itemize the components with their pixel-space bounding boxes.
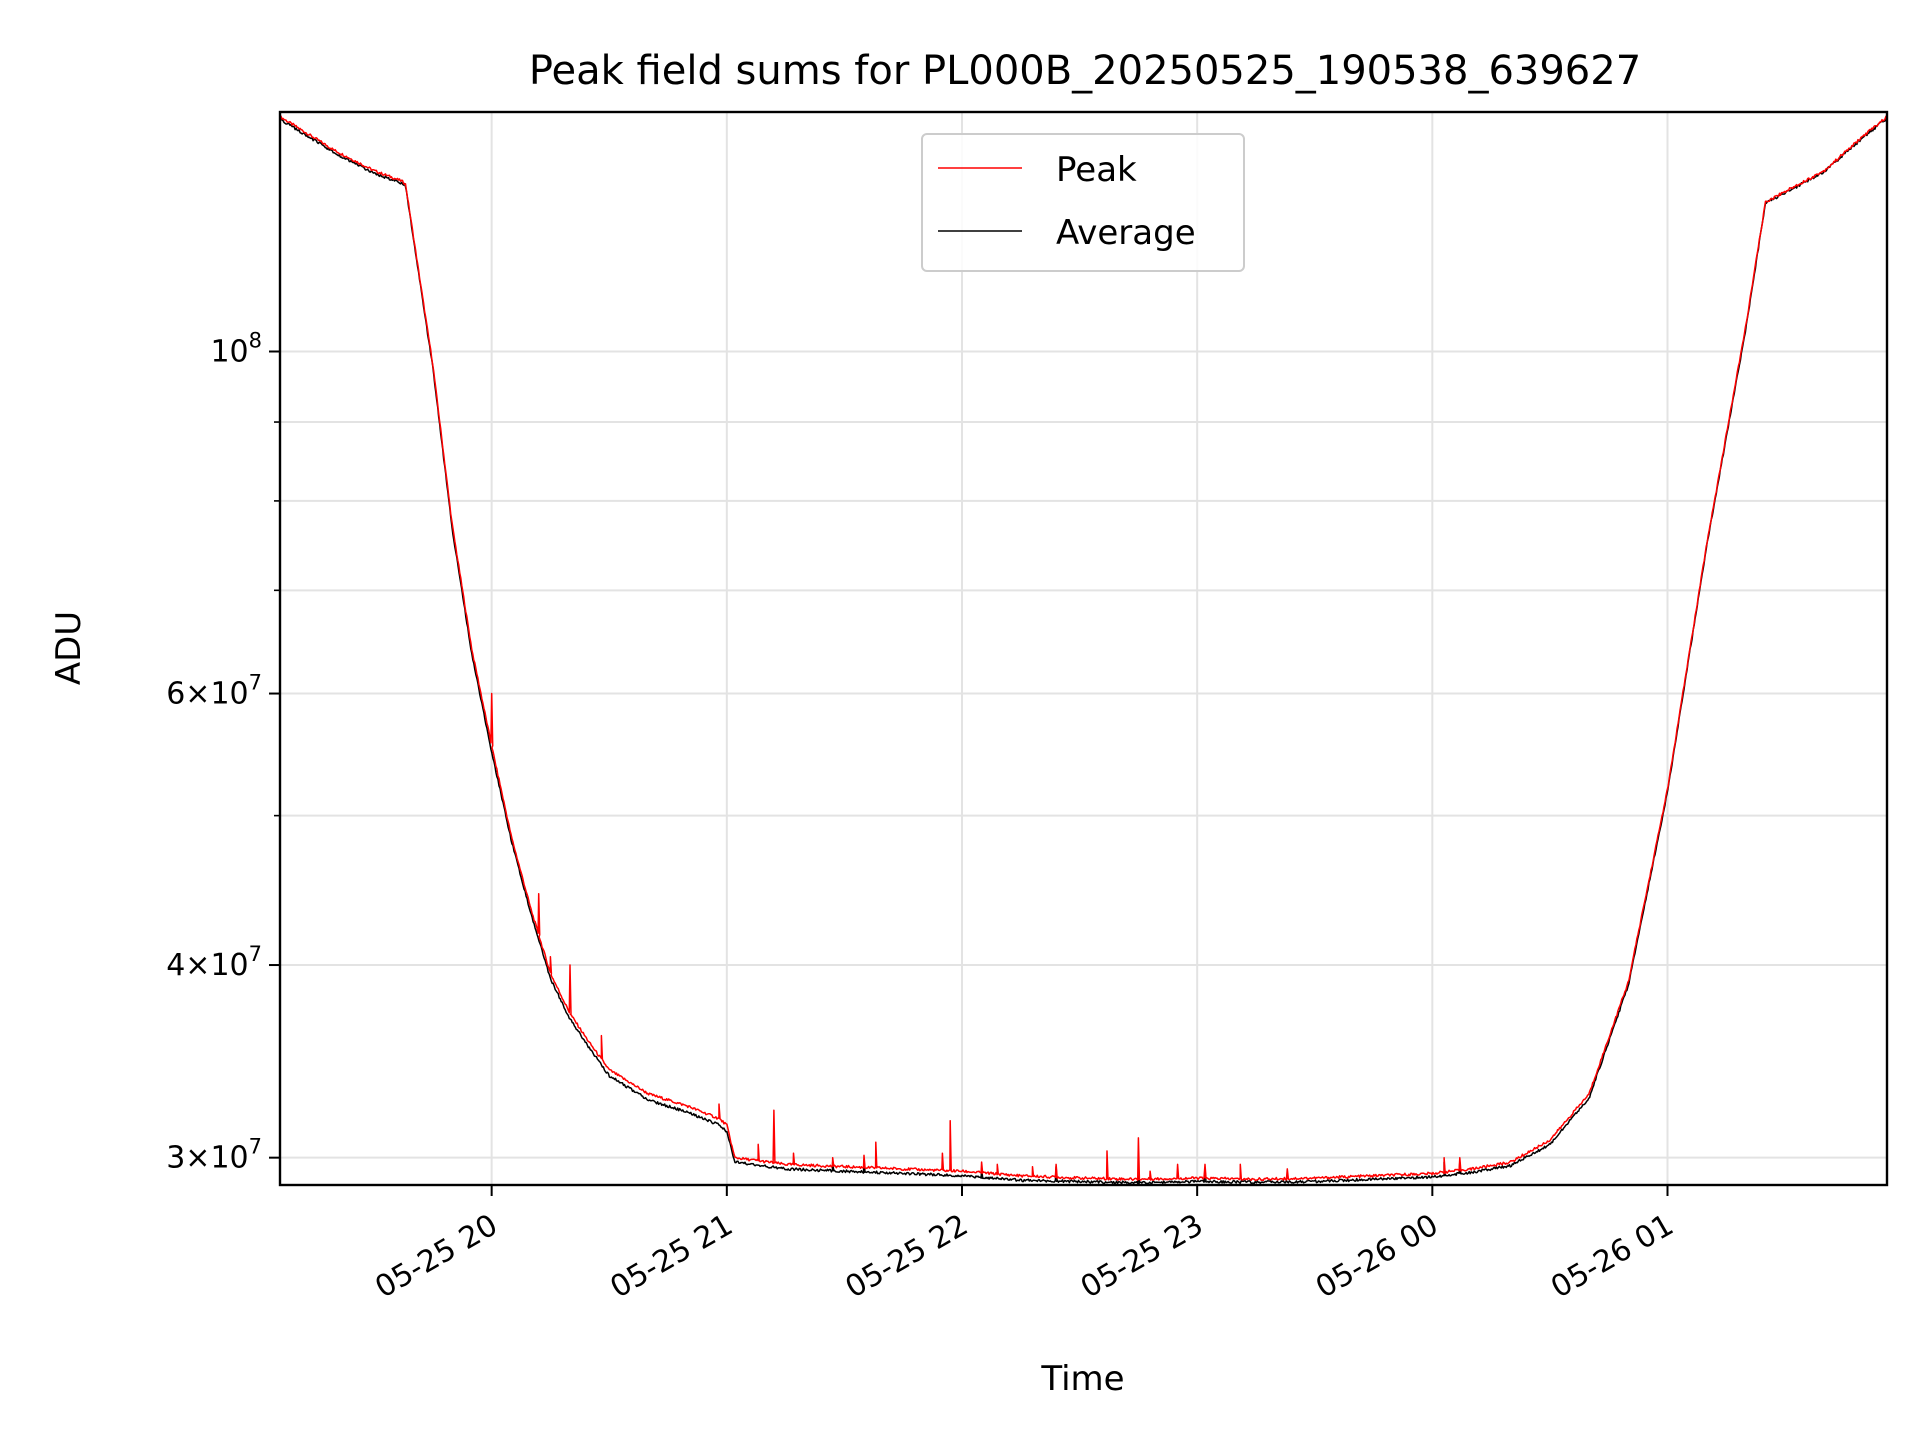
plot-area bbox=[278, 110, 1889, 1187]
average-series-line bbox=[280, 116, 1887, 1185]
chart-title: Peak field sums for PL000B_20250525_1905… bbox=[529, 48, 1641, 94]
series-layer bbox=[280, 115, 1887, 1185]
y-tick-label: 6×107 bbox=[166, 671, 262, 712]
y-tick-label: 4×107 bbox=[166, 942, 262, 983]
y-tick-label: 108 bbox=[210, 328, 262, 369]
y-axis: 3×107 4×107 6×107 108 bbox=[166, 328, 280, 1176]
plot-frame bbox=[278, 110, 1889, 1187]
legend-label-average: Average bbox=[1056, 213, 1196, 253]
legend-label-peak: Peak bbox=[1056, 150, 1137, 190]
y-tick-label: 3×107 bbox=[166, 1135, 262, 1176]
y-axis-label: ADU bbox=[49, 611, 89, 685]
x-axis-label: Time bbox=[1040, 1359, 1124, 1399]
legend: Peak Average bbox=[921, 133, 1245, 272]
peak-series-line bbox=[280, 115, 1887, 1182]
